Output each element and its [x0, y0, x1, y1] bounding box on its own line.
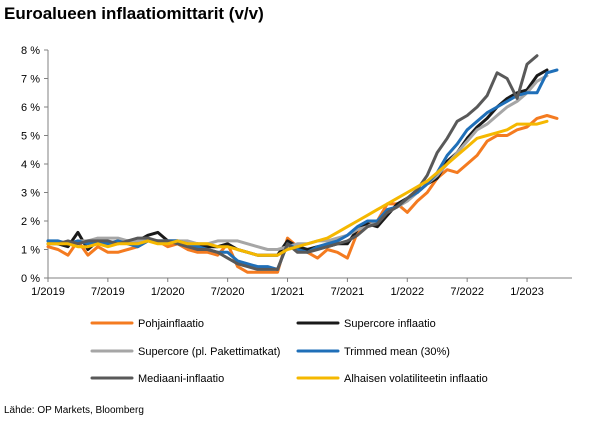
source-note: Lähde: OP Markets, Bloomberg — [4, 405, 144, 416]
legend-label: Trimmed mean (30%) — [344, 346, 450, 358]
legend-label: Supercore (pl. Pakettimatkat) — [138, 346, 280, 358]
x-tick-label: 1/2022 — [390, 286, 424, 298]
y-tick-label: 0 % — [21, 273, 40, 285]
y-tick-label: 2 % — [21, 216, 40, 228]
y-tick-label: 1 % — [21, 245, 40, 257]
legend-label: Alhaisen volatiliteetin inflaatio — [344, 373, 488, 385]
x-tick-label: 1/2021 — [271, 286, 305, 298]
series-line — [46, 74, 549, 251]
y-tick-label: 4 % — [21, 159, 40, 171]
x-tick-label: 7/2022 — [450, 286, 484, 298]
legend-label: Supercore inflaatio — [344, 318, 436, 330]
chart-title: Euroalueen inflaatiomittarit (v/v) — [4, 4, 264, 23]
x-tick-label: 1/2023 — [510, 286, 544, 298]
series-line — [46, 54, 539, 271]
series-line — [46, 119, 549, 257]
legend-label: Mediaani-inflaatio — [138, 373, 224, 385]
y-tick-label: 6 % — [21, 102, 40, 114]
y-tick-label: 7 % — [21, 74, 40, 86]
series-line — [46, 68, 549, 257]
chart-axes: 0 % 1 % 2 % 3 % 4 % 5 % 6 % 7 % 8 % 1/2019 7/2019 1… — [21, 45, 572, 298]
x-tick-label: 7/2020 — [211, 286, 245, 298]
x-tick-label: 1/2020 — [151, 286, 185, 298]
x-tick-label: 7/2021 — [331, 286, 365, 298]
y-tick-label: 3 % — [21, 188, 40, 200]
x-tick-label: 7/2019 — [91, 286, 125, 298]
y-tick-label: 5 % — [21, 131, 40, 143]
x-tick-label: 1/2019 — [31, 286, 65, 298]
legend-label: Pohjainflaatio — [138, 318, 204, 330]
chart-legend: Pohjainflaatio Supercore inflaatio Superco… — [90, 318, 488, 385]
y-tick-label: 8 % — [21, 45, 40, 57]
chart-series — [46, 54, 559, 274]
